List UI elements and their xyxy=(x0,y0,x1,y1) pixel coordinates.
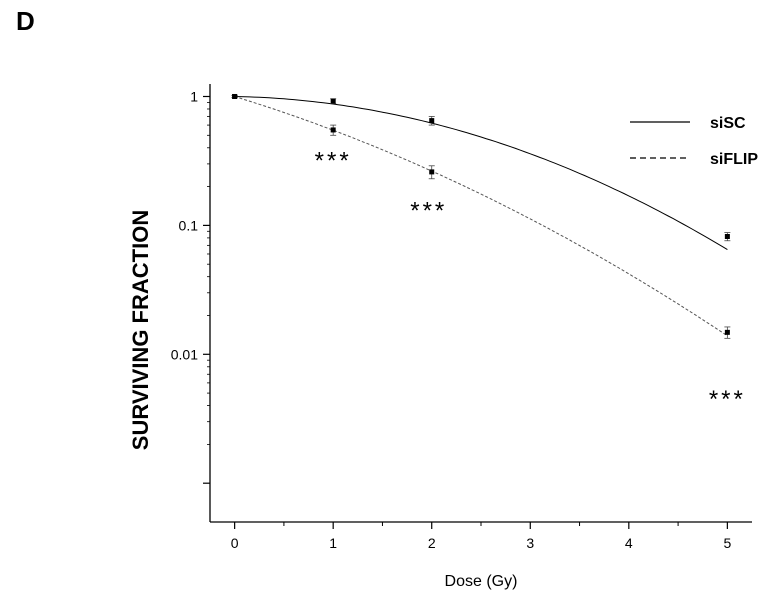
data-points xyxy=(231,93,731,339)
y-tick-label: 0.1 xyxy=(179,217,199,233)
y-axis-title: SURVIVING FRACTION xyxy=(128,210,153,450)
data-point-siFLIP xyxy=(429,169,435,175)
data-point-siSC xyxy=(724,234,730,240)
x-tick-label: 0 xyxy=(231,535,239,551)
data-point-siFLIP xyxy=(724,329,730,335)
data-point-siSC xyxy=(429,118,435,124)
data-point-siFLIP xyxy=(232,93,238,99)
x-tick-label: 4 xyxy=(625,535,633,551)
significance-annotations: *** *** *** xyxy=(315,147,746,413)
x-tick-label: 5 xyxy=(723,535,731,551)
x-axis-title: Dose (Gy) xyxy=(445,573,518,590)
significance-label: *** xyxy=(315,147,352,174)
panel-letter: D xyxy=(16,6,35,36)
fit-curves xyxy=(234,96,728,337)
significance-label: *** xyxy=(410,198,447,225)
legend-label-siSC: siSC xyxy=(710,115,746,132)
fit-curve-siFLIP xyxy=(234,96,728,337)
fit-curve-siSC xyxy=(234,96,728,251)
data-point-siFLIP xyxy=(330,127,336,133)
x-tick-label: 2 xyxy=(428,535,436,551)
x-tick-label: 1 xyxy=(329,535,337,551)
y-tick-label: 0.01 xyxy=(171,346,198,362)
axis-ticks: 0 1 2 3 4 5 1 0.1 0.01 xyxy=(171,88,732,551)
chart-axes xyxy=(209,84,752,523)
significance-label: *** xyxy=(709,386,746,413)
x-tick-label: 3 xyxy=(526,535,534,551)
y-tick-label: 1 xyxy=(190,88,198,104)
legend-label-siFLIP: siFLIP xyxy=(710,151,758,168)
data-point-siSC xyxy=(330,98,336,104)
legend: siSC siFLIP xyxy=(630,115,758,168)
